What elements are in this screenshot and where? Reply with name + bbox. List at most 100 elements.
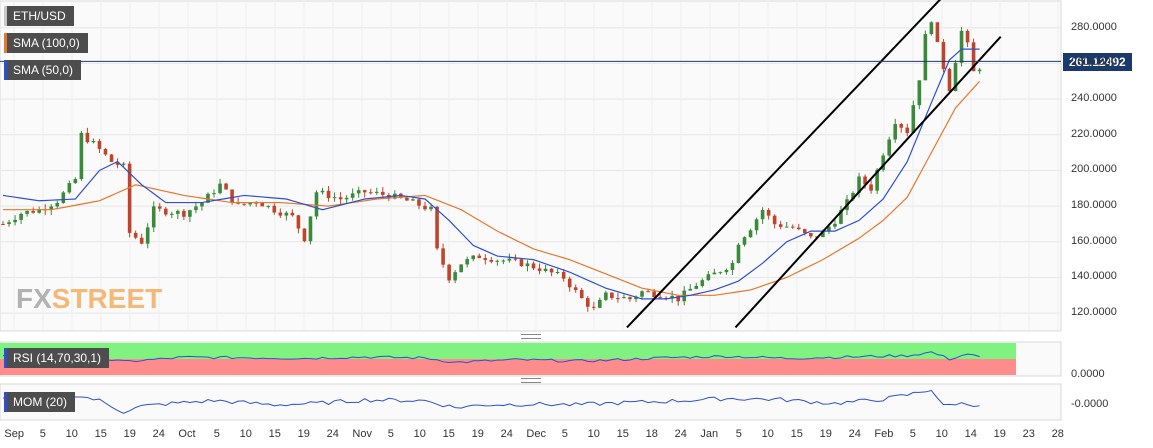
candle — [272, 205, 277, 213]
candle — [700, 280, 705, 286]
x-tick-label: 5 — [387, 428, 394, 440]
candle — [182, 210, 186, 217]
candle — [103, 148, 108, 155]
x-tick-label: 5 — [213, 428, 220, 440]
mom-line — [3, 389, 980, 414]
candle — [809, 233, 813, 237]
candle — [447, 264, 451, 281]
legend-symbol[interactable]: ETH/USD — [4, 6, 74, 26]
candle — [85, 132, 90, 143]
legend-symbol-swatch — [4, 6, 7, 26]
x-tick-label: 10 — [935, 428, 948, 440]
x-tick-label: 19 — [471, 428, 484, 440]
candle — [290, 212, 295, 216]
candle — [670, 295, 674, 299]
x-tick-label: 10 — [239, 428, 252, 440]
candle — [748, 230, 753, 238]
candle — [947, 68, 952, 92]
candle — [616, 298, 620, 300]
candle — [278, 212, 283, 216]
candle — [151, 206, 156, 228]
candle — [25, 210, 29, 214]
x-tick-label: Oct — [178, 428, 196, 440]
candle — [176, 210, 180, 214]
candle — [622, 297, 626, 299]
candle — [97, 140, 102, 149]
candle — [507, 258, 512, 261]
pane-resize-handle-mom[interactable] — [521, 378, 541, 383]
candle — [929, 22, 934, 35]
candle — [242, 203, 246, 205]
candle — [73, 179, 78, 184]
candle — [429, 206, 433, 210]
legend-rsi[interactable]: RSI (14,70,30,1) — [4, 348, 110, 368]
candle — [133, 232, 138, 238]
watermark-fx: FX — [16, 283, 52, 314]
candle — [368, 192, 373, 194]
candle — [350, 193, 355, 198]
candle — [585, 298, 590, 307]
candle — [899, 124, 904, 128]
candle — [145, 227, 150, 244]
x-tick-label: 10 — [413, 428, 426, 440]
x-tick-label: 10 — [587, 428, 600, 440]
candle — [543, 268, 548, 271]
candle — [218, 183, 222, 194]
legend-mom[interactable]: MOM (20) — [4, 392, 75, 412]
candle — [573, 287, 578, 291]
y-tick-label: 140.0000 — [1071, 270, 1117, 283]
y-tick-label: 220.0000 — [1071, 127, 1117, 140]
candle — [7, 222, 11, 225]
candle — [308, 216, 313, 242]
legend-sma-50-label: SMA (50,0) — [13, 63, 74, 77]
candle — [266, 205, 271, 207]
candle — [332, 197, 337, 199]
candle — [694, 285, 699, 289]
candle — [435, 206, 439, 249]
candle — [652, 291, 656, 298]
candle — [471, 255, 476, 260]
candle — [465, 259, 470, 265]
candle — [579, 290, 584, 299]
candle — [887, 139, 891, 156]
candle — [821, 231, 825, 238]
x-tick-label: 24 — [848, 428, 861, 440]
candle — [495, 260, 500, 262]
candle — [344, 197, 349, 200]
x-tick-label: 15 — [268, 428, 281, 440]
candle — [170, 213, 174, 215]
x-tick-label: 5 — [735, 428, 742, 440]
rsi-oversold-zone — [0, 359, 1016, 375]
candle — [302, 228, 307, 242]
candle — [483, 258, 488, 260]
candle — [923, 34, 928, 81]
legend-sma-100[interactable]: SMA (100,0) — [4, 33, 88, 53]
candle — [959, 30, 964, 63]
candle — [610, 292, 614, 299]
x-tick-label: 24 — [152, 428, 165, 440]
candle — [640, 291, 644, 297]
candle — [730, 262, 735, 270]
candle — [248, 202, 252, 205]
x-tick-label: 24 — [674, 428, 687, 440]
candle — [19, 213, 23, 220]
candle — [851, 192, 855, 200]
candle — [37, 209, 41, 213]
x-tick-label: 19 — [123, 428, 136, 440]
candle — [411, 199, 415, 201]
legend-sma-50-swatch — [4, 60, 7, 80]
y-tick-label: 260.0000 — [1071, 56, 1117, 69]
candle — [1, 223, 5, 225]
candle — [121, 163, 126, 165]
legend-sma-100-swatch — [4, 33, 7, 53]
candle — [766, 209, 771, 216]
candle — [49, 206, 54, 210]
candle — [549, 268, 554, 273]
legend-sma-50[interactable]: SMA (50,0) — [4, 60, 82, 80]
pane-resize-handle-rsi[interactable] — [521, 334, 541, 339]
candle — [604, 292, 608, 300]
rsi-overbought-zone — [0, 343, 1016, 359]
candle — [31, 210, 35, 213]
